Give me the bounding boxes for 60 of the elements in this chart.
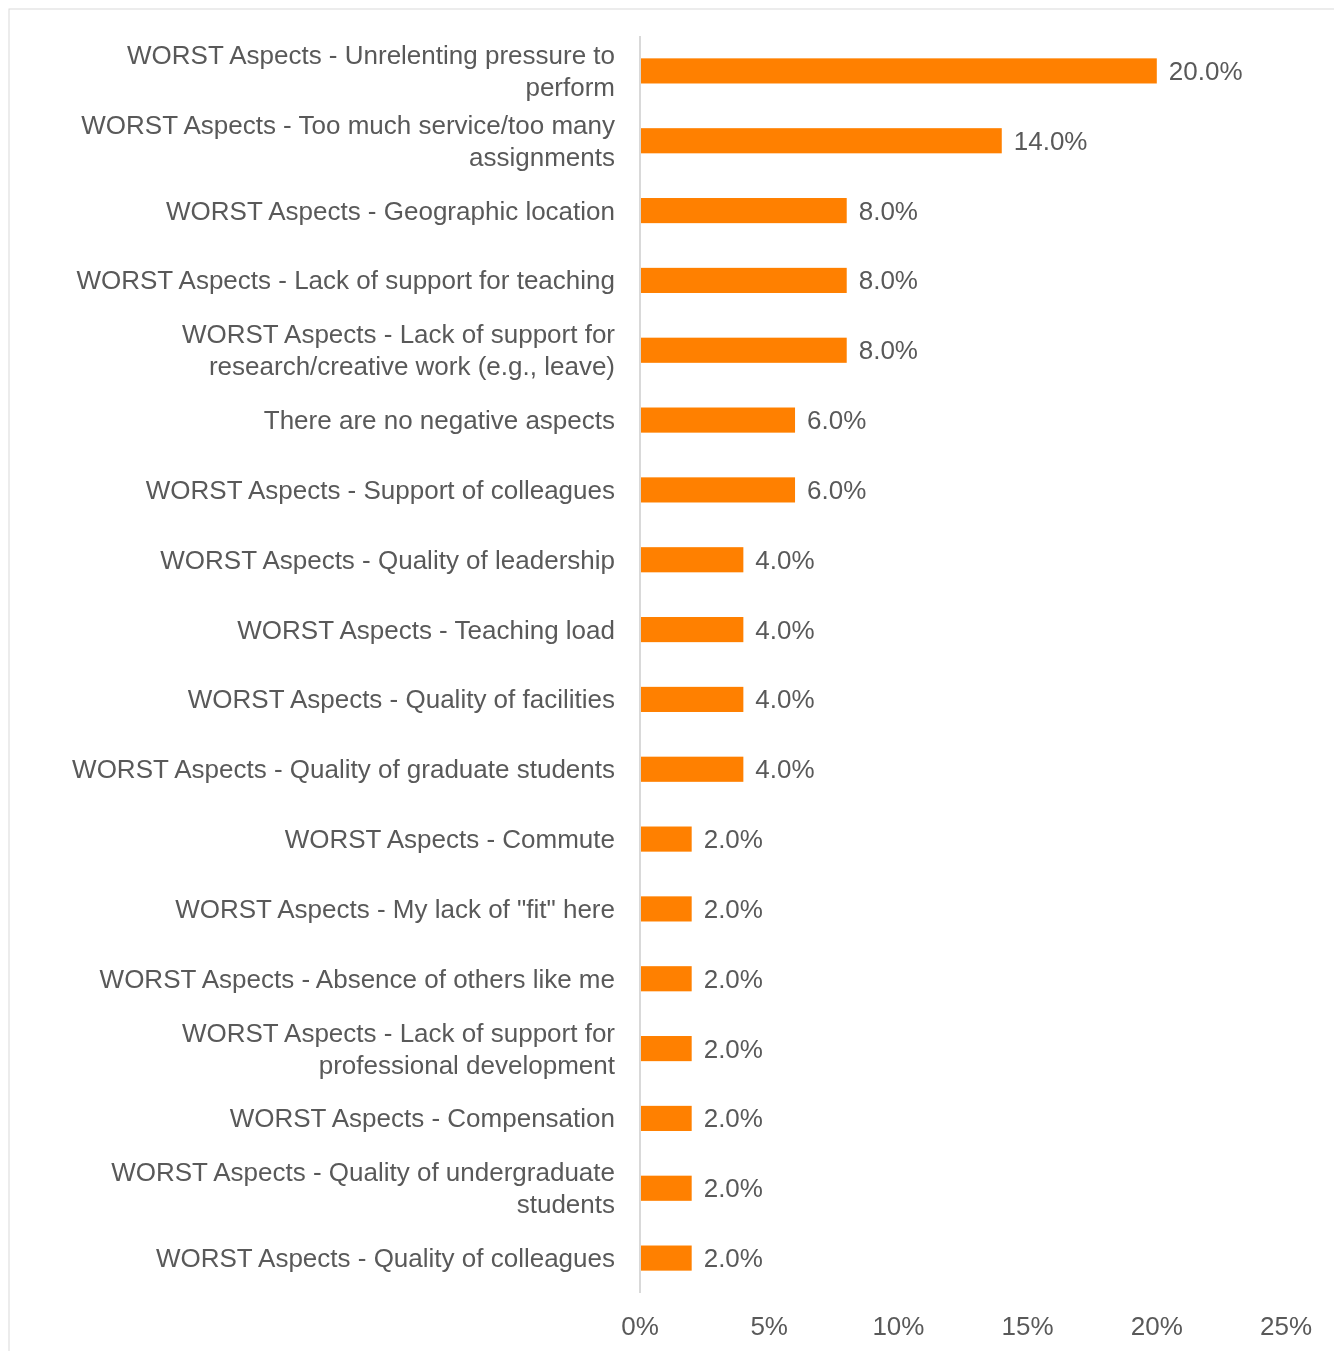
data-label: 8.0%: [858, 195, 918, 226]
data-label: 2.0%: [703, 963, 763, 994]
data-label: 6.0%: [807, 474, 867, 505]
bar: [640, 477, 796, 503]
y-tick-label: WORST Aspects - Teaching load: [237, 614, 615, 645]
y-tick-label: WORST Aspects - Absence of others like me: [99, 963, 615, 994]
y-tick-label: There are no negative aspects: [263, 405, 615, 436]
bar: [640, 58, 1157, 84]
y-tick-label: WORST Aspects - My lack of "fit" here: [175, 893, 615, 924]
bar: [640, 198, 847, 224]
bar: [640, 1105, 692, 1131]
data-label: 4.0%: [755, 684, 815, 715]
data-label: 4.0%: [755, 544, 815, 575]
bar: [640, 128, 1002, 154]
y-tick-label: WORST Aspects - Too much service/too many assignments: [81, 109, 615, 172]
bar: [640, 267, 847, 293]
bar: [640, 826, 692, 852]
bar: [640, 686, 744, 712]
x-tick-label: 25%: [1259, 1311, 1313, 1341]
data-label: 2.0%: [703, 1103, 763, 1134]
x-tick-label: 0%: [621, 1311, 659, 1341]
data-label: 2.0%: [703, 1243, 763, 1274]
bar: [640, 617, 744, 643]
data-label: 2.0%: [703, 1033, 763, 1064]
data-label: 2.0%: [703, 893, 763, 924]
data-label: 14.0%: [1013, 125, 1088, 156]
bar: [640, 1245, 692, 1271]
bar: [640, 966, 692, 992]
y-tick-label: WORST Aspects - Quality of colleagues: [155, 1243, 615, 1274]
y-tick-label: WORST Aspects - Quality of facilities: [187, 684, 615, 715]
y-tick-label: WORST Aspects - Support of colleagues: [145, 474, 615, 505]
y-tick-label: WORST Aspects - Geographic location: [166, 195, 615, 226]
data-label: 8.0%: [858, 335, 918, 366]
y-tick-label: WORST Aspects - Compensation: [229, 1103, 615, 1134]
data-label: 6.0%: [807, 405, 867, 436]
y-tick-label: WORST Aspects - Quality of graduate students: [72, 754, 615, 785]
bar: [640, 407, 796, 433]
y-tick-label: WORST Aspects - Commute: [284, 824, 615, 855]
bar: [640, 1175, 692, 1201]
bar: [640, 337, 847, 363]
data-label: 20.0%: [1168, 55, 1243, 86]
bar: [640, 756, 744, 782]
data-label: 4.0%: [755, 754, 815, 785]
data-label: 2.0%: [703, 824, 763, 855]
y-tick-label: WORST Aspects - Unrelenting pressure to perform: [127, 39, 615, 102]
x-tick-label: 20%: [1130, 1311, 1183, 1341]
data-label: 8.0%: [858, 265, 918, 296]
bar: [640, 547, 744, 573]
y-tick-label: WORST Aspects - Lack of support for professional development: [181, 1017, 616, 1080]
bar: [640, 1036, 692, 1062]
y-tick-label: WORST Aspects - Lack of support for teaching: [76, 265, 615, 296]
bar: [640, 896, 692, 922]
y-tick-label: WORST Aspects - Lack of support for research/creative work (e.g., leave): [181, 319, 616, 382]
data-label: 2.0%: [703, 1173, 763, 1204]
x-tick-label: 5%: [750, 1311, 788, 1341]
data-label: 4.0%: [755, 614, 815, 645]
x-tick-label: 15%: [1001, 1311, 1054, 1341]
y-tick-label: WORST Aspects - Quality of undergraduate students: [111, 1157, 615, 1220]
x-tick-label: 10%: [872, 1311, 925, 1341]
y-tick-label: WORST Aspects - Quality of leadership: [160, 544, 615, 575]
